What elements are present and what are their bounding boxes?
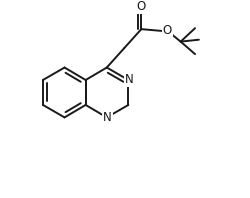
Text: N: N bbox=[125, 73, 134, 87]
Text: O: O bbox=[162, 24, 172, 37]
Text: O: O bbox=[137, 0, 146, 13]
Text: N: N bbox=[103, 111, 112, 124]
